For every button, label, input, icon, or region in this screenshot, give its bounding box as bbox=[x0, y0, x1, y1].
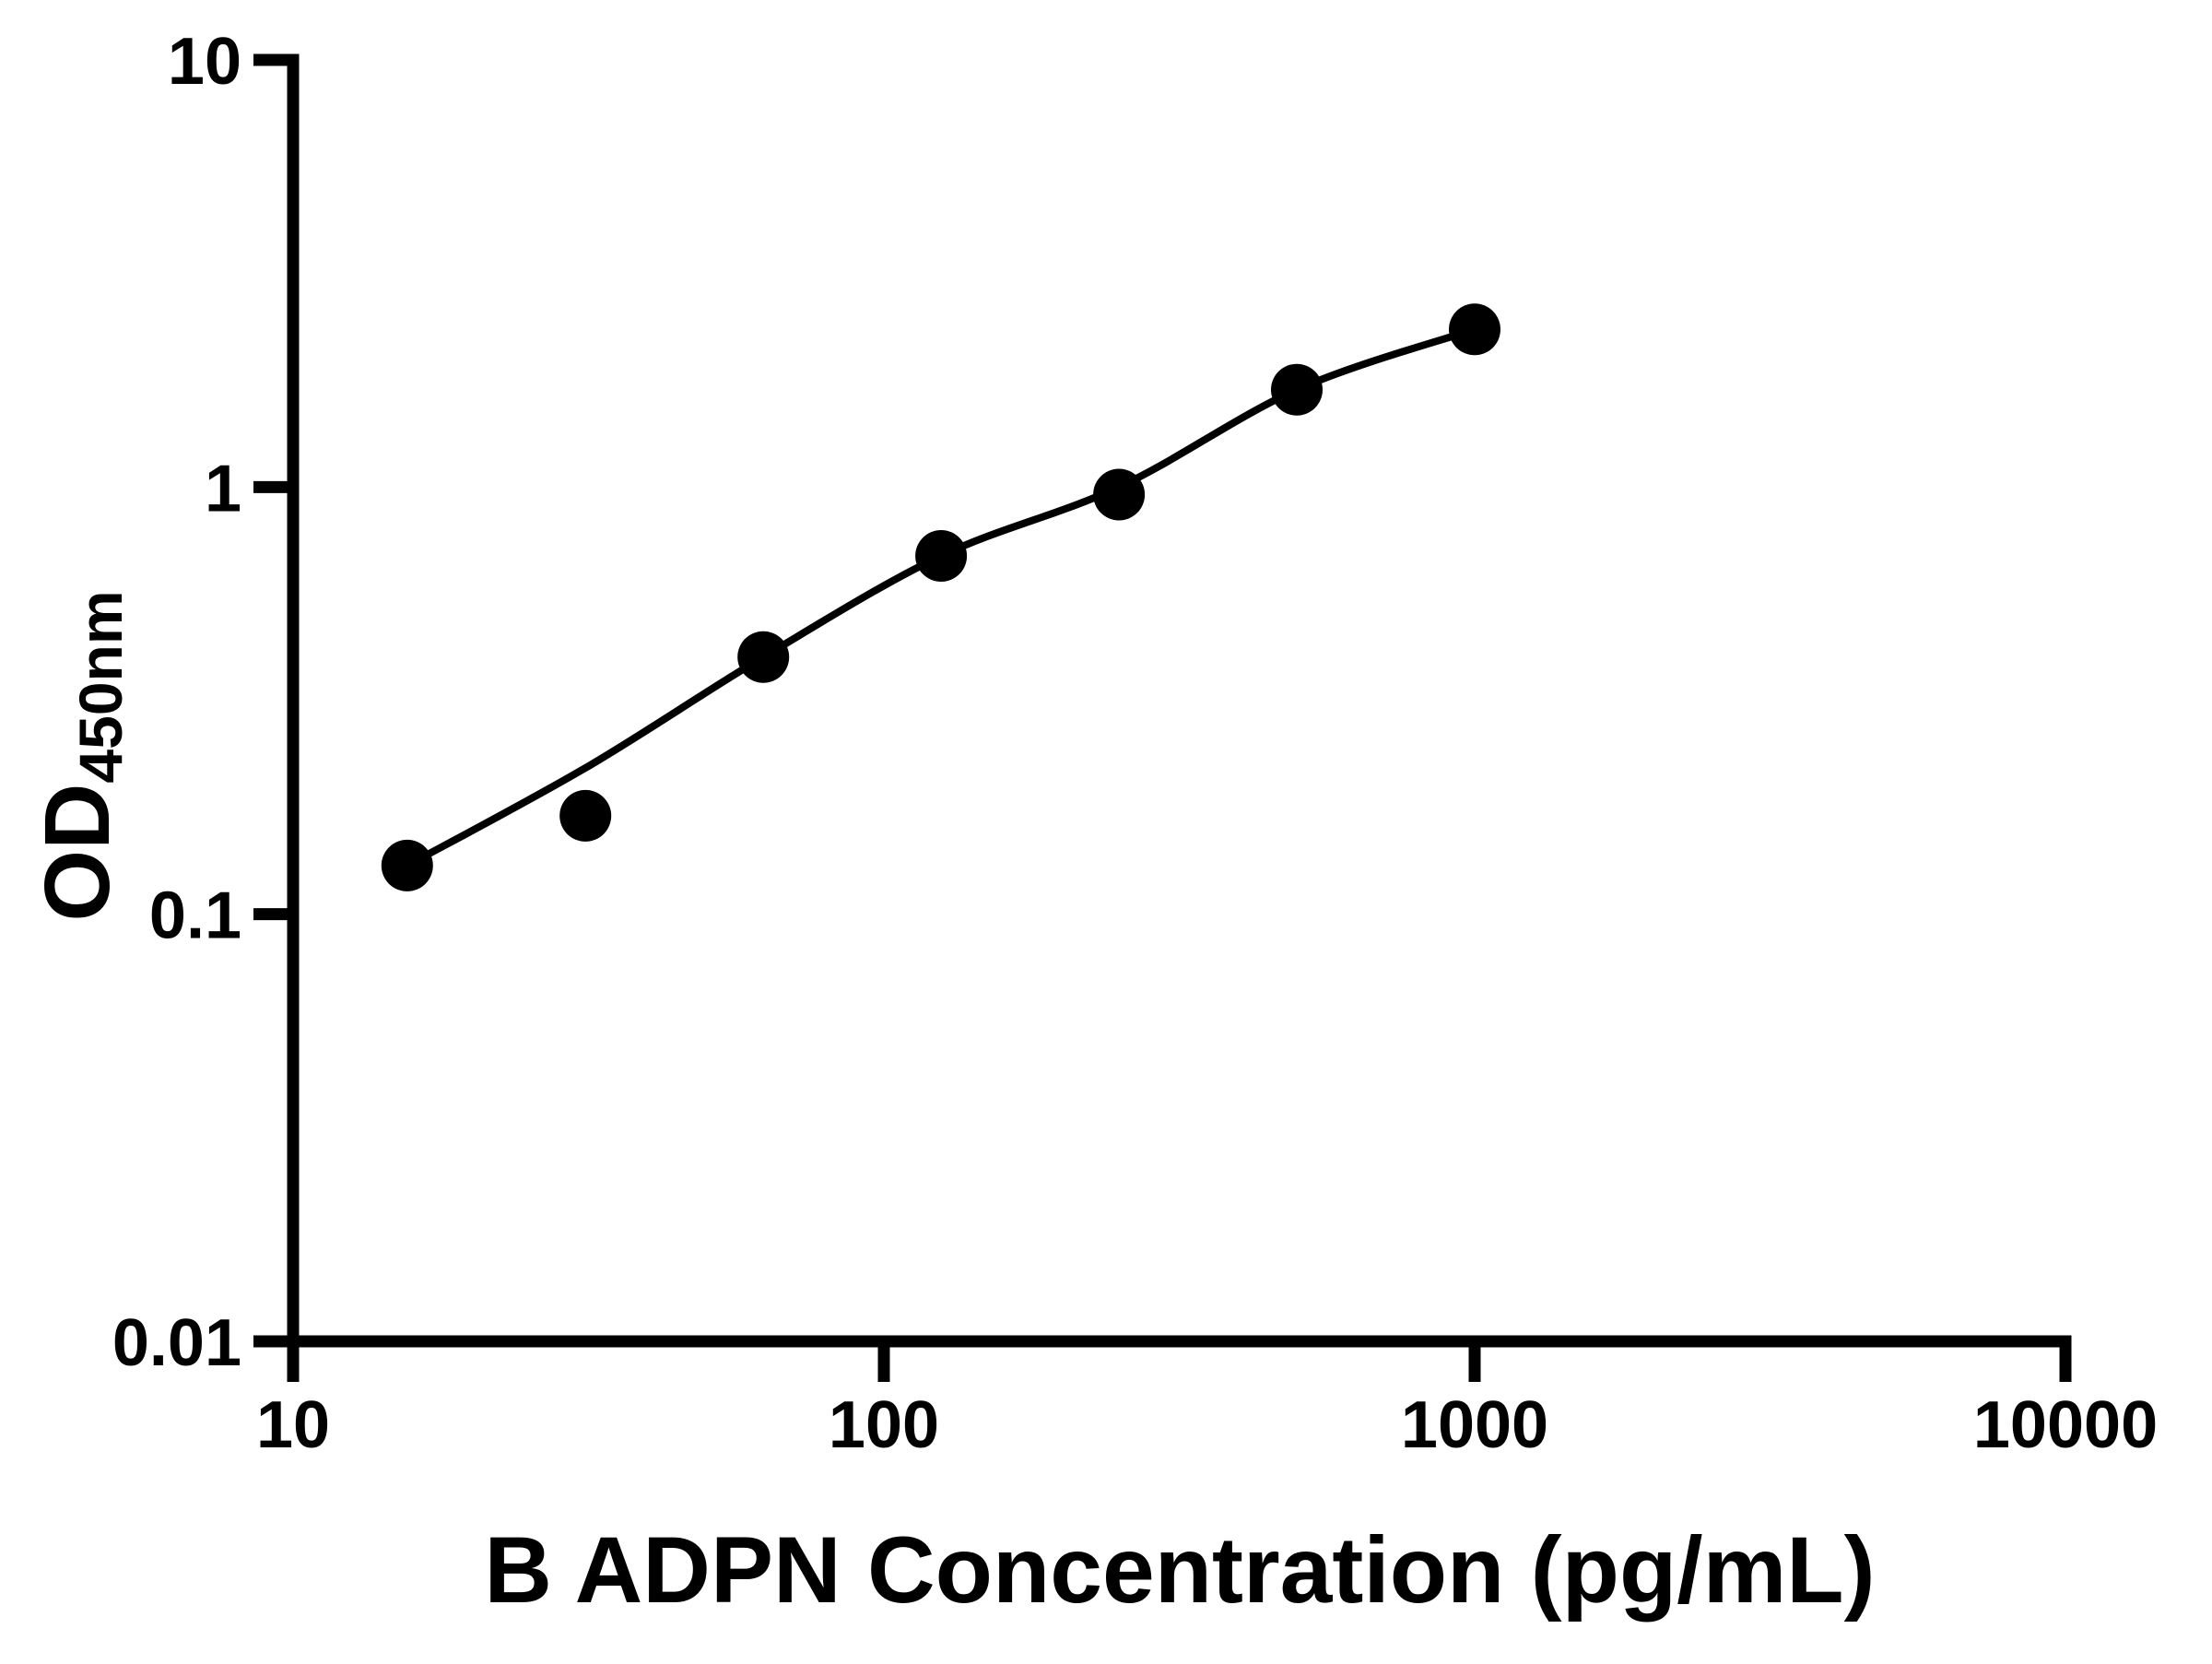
series-group bbox=[381, 303, 1500, 891]
y-axis-title-main: OD bbox=[26, 784, 129, 922]
tick-labels-group: 0.01 0.1 1 10 10 100 1000 10000 bbox=[112, 25, 2158, 1462]
x-axis-title: B ADPN Concentration (pg/mL) bbox=[484, 1517, 1875, 1623]
y-axis-title-subscript: 450nm bbox=[66, 590, 135, 783]
y-tick-label: 0.1 bbox=[149, 879, 241, 953]
data-point bbox=[1449, 303, 1500, 356]
y-tick-label: 10 bbox=[168, 25, 241, 99]
data-point bbox=[381, 839, 433, 891]
fit-curve bbox=[403, 325, 1478, 869]
y-tick-label: 0.01 bbox=[112, 1306, 241, 1380]
x-tick-label: 1000 bbox=[1401, 1388, 1548, 1462]
data-point bbox=[559, 789, 612, 842]
x-tick-label: 100 bbox=[829, 1388, 939, 1462]
data-point bbox=[915, 530, 968, 582]
axes-group bbox=[287, 53, 2072, 1348]
x-tick-label: 10 bbox=[256, 1388, 330, 1462]
y-axis-title: OD450nm bbox=[26, 590, 135, 921]
ticks-group bbox=[253, 53, 2072, 1382]
x-tick-label: 10000 bbox=[1973, 1388, 2158, 1462]
data-point bbox=[1093, 468, 1146, 521]
data-point bbox=[1271, 363, 1323, 416]
y-tick-label: 1 bbox=[205, 452, 241, 525]
data-point bbox=[737, 631, 790, 683]
